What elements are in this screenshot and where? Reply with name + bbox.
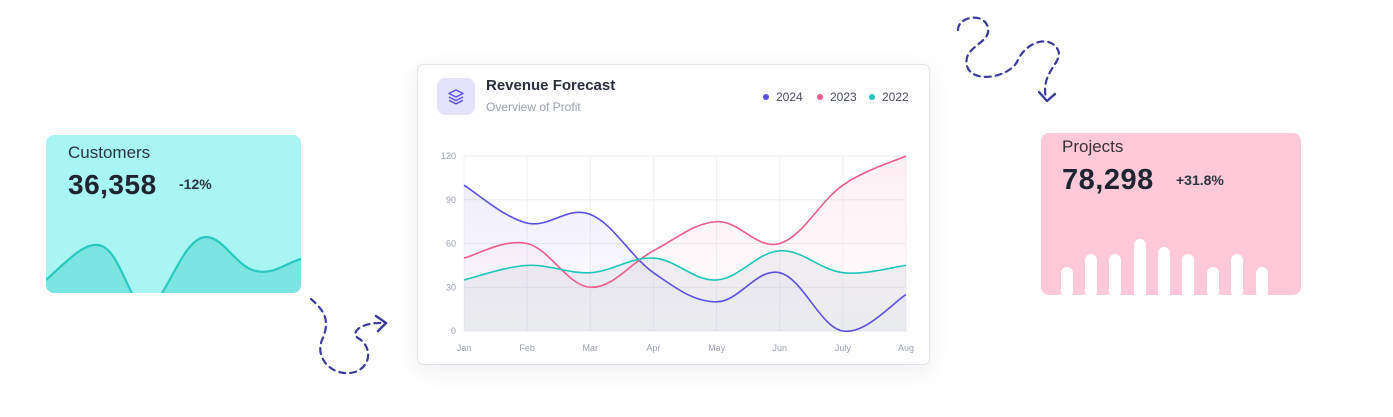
projects-value: 78,298 <box>1062 164 1154 196</box>
dashed-arrow-left-icon <box>309 297 386 375</box>
x-tick-label: Jan <box>457 343 472 353</box>
customers-wave-chart <box>46 235 301 293</box>
project-bar <box>1109 254 1121 295</box>
layers-icon <box>437 78 475 115</box>
customers-wave-area <box>46 237 301 293</box>
y-tick-label: 60 <box>446 239 456 249</box>
project-bar <box>1085 254 1097 295</box>
legend-label: 2022 <box>882 90 909 104</box>
series-line-2022 <box>463 249 907 281</box>
legend-dot-icon <box>869 93 875 100</box>
revenue-chart: 0 30 60 90 120 Jan Feb Mar Apr May Jun July Aug <box>441 151 914 353</box>
project-bar <box>1134 239 1146 295</box>
x-tick-label: Aug <box>898 343 914 353</box>
x-tick-label: Mar <box>583 343 599 353</box>
x-tick-label: Jun <box>772 343 787 353</box>
customers-card[interactable]: Customers 36,358 -12% <box>46 135 301 293</box>
project-bar <box>1231 254 1243 295</box>
y-tick-label: 120 <box>441 151 456 161</box>
projects-title: Projects <box>1062 137 1124 156</box>
customers-value: 36,358 <box>68 169 157 200</box>
customers-delta: -12% <box>179 176 212 192</box>
project-bar <box>1256 267 1268 295</box>
revenue-title: Revenue Forecast <box>486 77 616 94</box>
revenue-subtitle: Overview of Profit <box>486 100 581 114</box>
revenue-forecast-card: 0 30 60 90 120 Jan Feb Mar Apr May Jun July Aug Reve… <box>417 64 930 365</box>
legend-item-2024[interactable]: 2024 <box>763 90 803 104</box>
projects-delta: +31.8% <box>1176 172 1224 188</box>
projects-card[interactable]: Projects 78,298 +31.8% <box>1041 133 1301 295</box>
y-tick-label: 90 <box>446 195 456 205</box>
x-tick-label: Feb <box>519 343 535 353</box>
x-tick-label: Apr <box>646 343 660 353</box>
y-tick-label: 0 <box>451 326 456 336</box>
legend-item-2023[interactable]: 2023 <box>817 90 857 104</box>
dashed-arrow-right-icon <box>956 16 1061 100</box>
series-line-2024 <box>463 184 907 332</box>
legend-label: 2024 <box>776 90 803 104</box>
legend-label: 2023 <box>830 90 857 104</box>
legend-dot-icon <box>763 93 769 100</box>
x-tick-label: May <box>708 343 726 353</box>
project-bar <box>1158 247 1170 295</box>
legend-dot-icon <box>817 93 823 100</box>
legend-item-2022[interactable]: 2022 <box>869 90 909 104</box>
project-bar <box>1061 267 1073 295</box>
projects-bar-chart <box>1061 239 1268 295</box>
y-tick-label: 30 <box>446 282 456 292</box>
project-bar <box>1182 254 1194 295</box>
project-bar <box>1207 267 1219 295</box>
customers-wave-line <box>46 235 301 293</box>
x-tick-label: July <box>835 343 852 353</box>
series-area-2022 <box>464 250 906 331</box>
customers-title: Customers <box>68 143 151 162</box>
series-line-2023 <box>463 155 907 289</box>
